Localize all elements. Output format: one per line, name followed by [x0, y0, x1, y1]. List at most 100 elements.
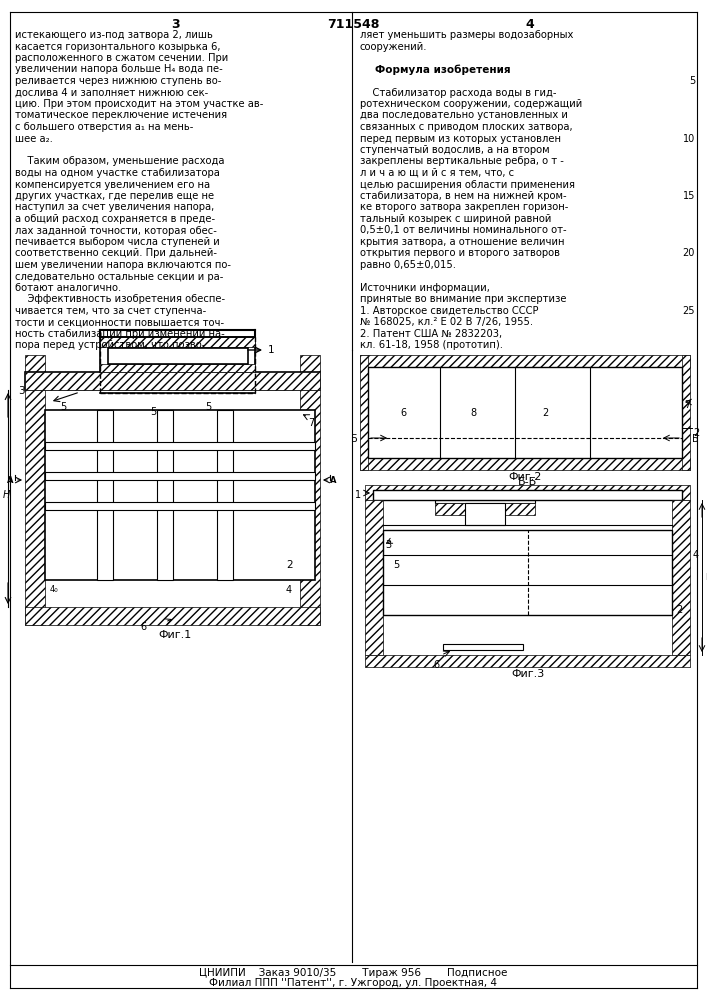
Text: 6: 6	[400, 408, 406, 418]
Bar	[383, 530, 672, 615]
Bar	[672, 500, 690, 655]
Bar	[100, 337, 255, 372]
Text: 4₀: 4₀	[50, 585, 59, 594]
Text: 20: 20	[683, 248, 695, 258]
Text: 5: 5	[60, 402, 66, 412]
Text: 2: 2	[286, 560, 293, 570]
Text: Б: Б	[692, 434, 699, 444]
Text: Фиг.3: Фиг.3	[511, 669, 544, 679]
Bar	[100, 337, 255, 347]
Text: 25: 25	[682, 306, 695, 316]
Bar	[360, 458, 690, 470]
Bar	[682, 355, 690, 470]
Text: касается горизонтального козырька 6,: касается горизонтального козырька 6,	[15, 41, 221, 51]
Text: два последовательно установленных и: два последовательно установленных и	[360, 110, 568, 120]
Text: 15: 15	[683, 191, 695, 201]
Text: H: H	[3, 490, 11, 500]
Text: крытия затвора, а отношение величин: крытия затвора, а отношение величин	[360, 237, 564, 247]
Bar	[45, 410, 315, 580]
Text: ротехническом сооружении, содержащий: ротехническом сооружении, содержащий	[360, 99, 583, 109]
Text: Филиал ППП ''Патент'', г. Ужгород, ул. Проектная, 4: Филиал ППП ''Патент'', г. Ужгород, ул. П…	[209, 978, 497, 988]
Text: стабилизатора, в нем на нижней кром-: стабилизатора, в нем на нижней кром-	[360, 191, 566, 201]
Text: Таким образом, уменьшение расхода: Таким образом, уменьшение расхода	[15, 156, 225, 166]
Text: 1: 1	[355, 490, 361, 500]
Bar	[465, 503, 505, 525]
Text: пора перед устройством, что позво-: пора перед устройством, что позво-	[15, 340, 205, 351]
Text: Стабилизатор расхода воды в гид-: Стабилизатор расхода воды в гид-	[360, 88, 556, 98]
Text: 4: 4	[693, 550, 699, 560]
Text: ступенчатый водослив, а на втором: ступенчатый водослив, а на втором	[360, 145, 549, 155]
Text: чивается тем, что за счет ступенча-: чивается тем, что за счет ступенча-	[15, 306, 206, 316]
Text: следовательно остальные секции и ра-: следовательно остальные секции и ра-	[15, 271, 223, 282]
Text: тальный козырек с шириной равной: тальный козырек с шириной равной	[360, 214, 551, 224]
Text: лах заданной точности, которая обес-: лах заданной точности, которая обес-	[15, 226, 217, 235]
Text: 1: 1	[268, 345, 274, 355]
Text: истекающего из-под затвора 2, лишь: истекающего из-под затвора 2, лишь	[15, 30, 213, 40]
Bar	[25, 372, 320, 390]
Text: перед первым из которых установлен: перед первым из которых установлен	[360, 133, 561, 143]
Bar	[365, 500, 383, 655]
Text: шем увеличении напора включаются по-: шем увеличении напора включаются по-	[15, 260, 231, 270]
Text: 7: 7	[684, 400, 690, 410]
Text: сооружений.: сооружений.	[360, 41, 428, 51]
Bar	[365, 655, 690, 667]
Text: 10: 10	[683, 133, 695, 143]
Text: расположенного в сжатом сечении. При: расположенного в сжатом сечении. При	[15, 53, 228, 63]
Text: дослива 4 и заполняет нижнюю сек-: дослива 4 и заполняет нижнюю сек-	[15, 88, 209, 98]
Text: 5: 5	[150, 407, 156, 417]
Text: 6: 6	[433, 660, 439, 670]
Text: связанных с приводом плоских затвора,: связанных с приводом плоских затвора,	[360, 122, 573, 132]
Text: 1. Авторское свидетельство СССР: 1. Авторское свидетельство СССР	[360, 306, 539, 316]
Text: Источники информации,: Источники информации,	[360, 283, 490, 293]
Bar	[97, 410, 113, 580]
Text: кл. 61-18, 1958 (прототип).: кл. 61-18, 1958 (прототип).	[360, 340, 503, 351]
Text: равно 0,65±0,015.: равно 0,65±0,015.	[360, 260, 456, 270]
Text: 2: 2	[676, 605, 682, 615]
Text: 2. Патент США № 2832203,: 2. Патент США № 2832203,	[360, 329, 502, 339]
Text: наступил за счет увеличения напора,: наступил за счет увеличения напора,	[15, 202, 214, 213]
Text: 5: 5	[393, 560, 399, 570]
Text: ляет уменьшить размеры водозаборных: ляет уменьшить размеры водозаборных	[360, 30, 573, 40]
Text: № 168025, кл.² Е 02 В 7/26, 1955.: № 168025, кл.² Е 02 В 7/26, 1955.	[360, 318, 533, 328]
Text: л и ч а ю щ и й с я тем, что, с: л и ч а ю щ и й с я тем, что, с	[360, 168, 514, 178]
Bar	[360, 355, 368, 470]
Text: закреплены вертикальные ребра, о т -: закреплены вертикальные ребра, о т -	[360, 156, 564, 166]
Text: шее a₂.: шее a₂.	[15, 133, 53, 143]
Text: Б-Б: Б-Б	[518, 477, 537, 487]
Text: 8: 8	[470, 408, 476, 418]
Text: 3: 3	[385, 540, 391, 550]
Text: целью расширения области применения: целью расширения области применения	[360, 180, 575, 190]
Text: ЦНИИПИ    Заказ 9010/35        Тираж 956        Подписное: ЦНИИПИ Заказ 9010/35 Тираж 956 Подписное	[199, 968, 507, 978]
Text: томатическое переключение истечения: томатическое переключение истечения	[15, 110, 227, 120]
Text: 4: 4	[286, 585, 292, 595]
Text: Б: Б	[351, 434, 358, 444]
Bar	[25, 355, 45, 625]
Text: Фиг.1: Фиг.1	[158, 630, 192, 640]
Text: ке второго затвора закреплен горизон-: ке второго затвора закреплен горизон-	[360, 202, 568, 213]
Bar	[300, 355, 320, 625]
Text: 2: 2	[693, 428, 699, 438]
Bar	[373, 490, 682, 500]
Text: 7: 7	[308, 418, 314, 428]
Bar	[45, 442, 315, 450]
Text: воды на одном участке стабилизатора: воды на одном участке стабилизатора	[15, 168, 220, 178]
Text: реливается через нижнюю ступень во-: реливается через нижнюю ступень во-	[15, 76, 221, 86]
Text: принятые во внимание при экспертизе: принятые во внимание при экспертизе	[360, 294, 566, 304]
Bar	[217, 410, 233, 580]
Text: увеличении напора больше H₄ вода пе-: увеличении напора больше H₄ вода пе-	[15, 64, 223, 75]
Bar	[25, 607, 320, 625]
Text: 5: 5	[689, 76, 695, 86]
Text: 3: 3	[172, 18, 180, 31]
Text: тости и секционности повышается точ-: тости и секционности повышается точ-	[15, 318, 224, 328]
Bar	[45, 472, 315, 480]
Bar	[157, 410, 173, 580]
Text: а общий расход сохраняется в преде-: а общий расход сохраняется в преде-	[15, 214, 215, 224]
Text: Эффективность изобретения обеспе-: Эффективность изобретения обеспе-	[15, 294, 225, 304]
Text: A: A	[330, 476, 337, 485]
Text: 711548: 711548	[327, 18, 379, 31]
Bar	[365, 485, 690, 500]
Text: ботают аналогично.: ботают аналогично.	[15, 283, 121, 293]
Text: с большего отверстия a₁ на мень-: с большего отверстия a₁ на мень-	[15, 122, 194, 132]
Text: 2: 2	[542, 408, 548, 418]
Text: 5: 5	[205, 402, 211, 412]
